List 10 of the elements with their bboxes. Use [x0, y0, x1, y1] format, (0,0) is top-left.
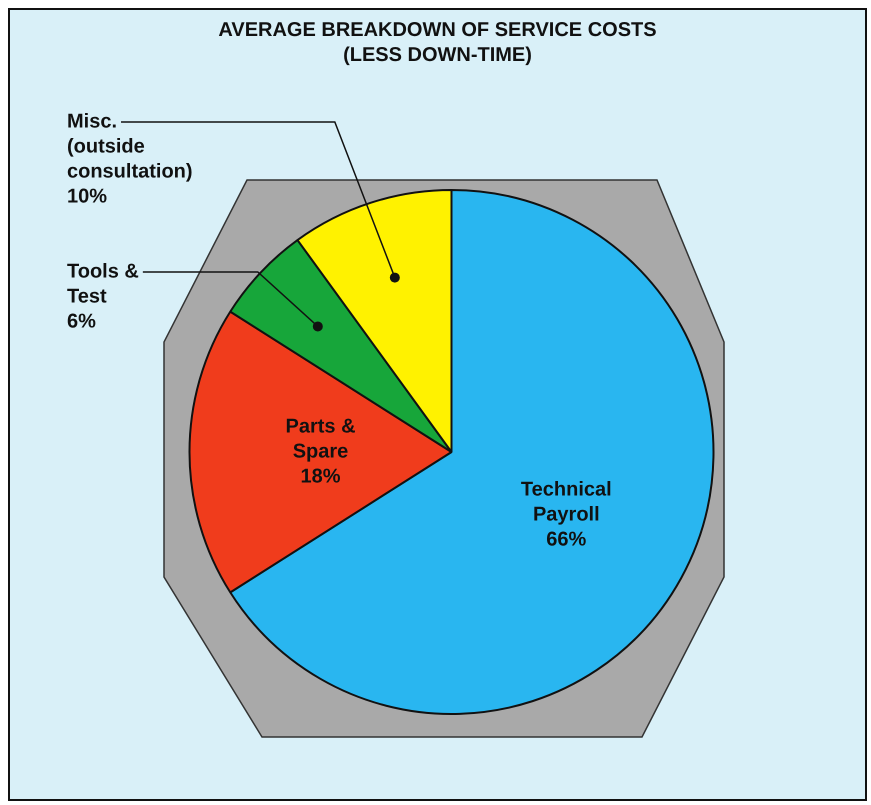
slice-label: Technical Payroll: [520, 478, 612, 526]
chart-title: AVERAGE BREAKDOWN OF SERVICE COSTS: [217, 18, 658, 43]
data-label: 18%: [300, 466, 341, 488]
data-label: 10%: [67, 186, 108, 208]
slice-label: Tools & Test: [67, 260, 139, 308]
data-label: 6%: [67, 310, 96, 333]
slice-label: Parts & Spare: [285, 416, 356, 463]
data-label: 66%: [546, 528, 587, 551]
slice-label: Misc. (outside consultation): [67, 110, 193, 183]
chart-subtitle: (LESS DOWN-TIME): [342, 43, 533, 68]
